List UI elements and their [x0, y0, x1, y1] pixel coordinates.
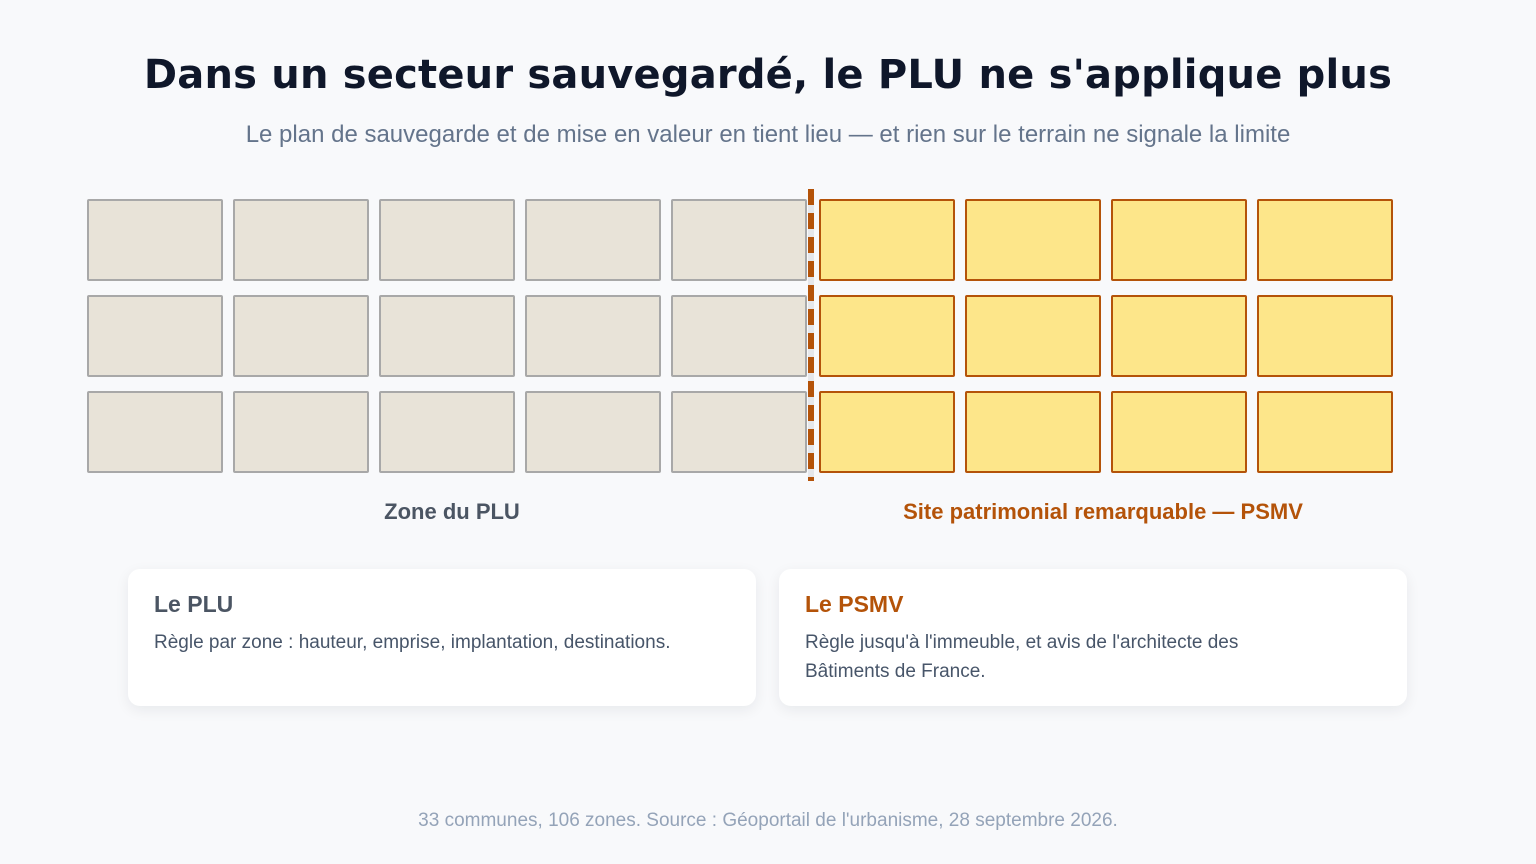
psmv-parcel	[1257, 199, 1393, 281]
psmv-parcel	[1111, 199, 1247, 281]
card-plu-body: Règle par zone : hauteur, emprise, impla…	[154, 632, 671, 653]
footer-source: 33 communes, 106 zones. Source : Géoport…	[418, 810, 1118, 831]
parcel-grid	[87, 199, 1397, 479]
plu-parcel	[233, 295, 369, 377]
psmv-parcel	[1111, 391, 1247, 473]
card-psmv: Le PSMV Règle jusqu'à l'immeuble, et avi…	[779, 569, 1407, 706]
psmv-parcel	[1257, 391, 1393, 473]
card-psmv-title: Le PSMV	[805, 591, 904, 617]
plu-parcel	[671, 391, 807, 473]
psmv-parcel	[819, 295, 955, 377]
plu-parcel	[525, 295, 661, 377]
card-psmv-body: Règle jusqu'à l'immeuble, et avis de l'a…	[805, 632, 1239, 682]
zone-boundary-line	[808, 189, 814, 481]
plu-parcel	[379, 391, 515, 473]
plu-parcel	[525, 199, 661, 281]
plu-parcel	[87, 391, 223, 473]
plu-parcel	[379, 295, 515, 377]
plu-parcel	[671, 295, 807, 377]
card-plu-title: Le PLU	[154, 591, 234, 617]
zone-label-psmv: Site patrimonial remarquable — PSMV	[903, 499, 1303, 524]
card-plu: Le PLU Règle par zone : hauteur, emprise…	[128, 569, 756, 706]
plu-parcel	[87, 199, 223, 281]
psmv-parcel	[819, 391, 955, 473]
plu-parcel	[87, 295, 223, 377]
plu-parcel	[525, 391, 661, 473]
page-title: Dans un secteur sauvegardé, le PLU ne s'…	[143, 52, 1393, 98]
plu-parcel	[233, 199, 369, 281]
plu-parcel	[233, 391, 369, 473]
psmv-parcel	[819, 199, 955, 281]
plu-parcel	[379, 199, 515, 281]
plu-parcel	[671, 199, 807, 281]
psmv-parcel	[965, 391, 1101, 473]
psmv-parcel	[1257, 295, 1393, 377]
page-subtitle: Le plan de sauvegarde et de mise en vale…	[245, 121, 1291, 148]
psmv-parcel	[1111, 295, 1247, 377]
zone-label-plu: Zone du PLU	[384, 499, 520, 524]
psmv-parcel	[965, 295, 1101, 377]
psmv-parcel	[965, 199, 1101, 281]
